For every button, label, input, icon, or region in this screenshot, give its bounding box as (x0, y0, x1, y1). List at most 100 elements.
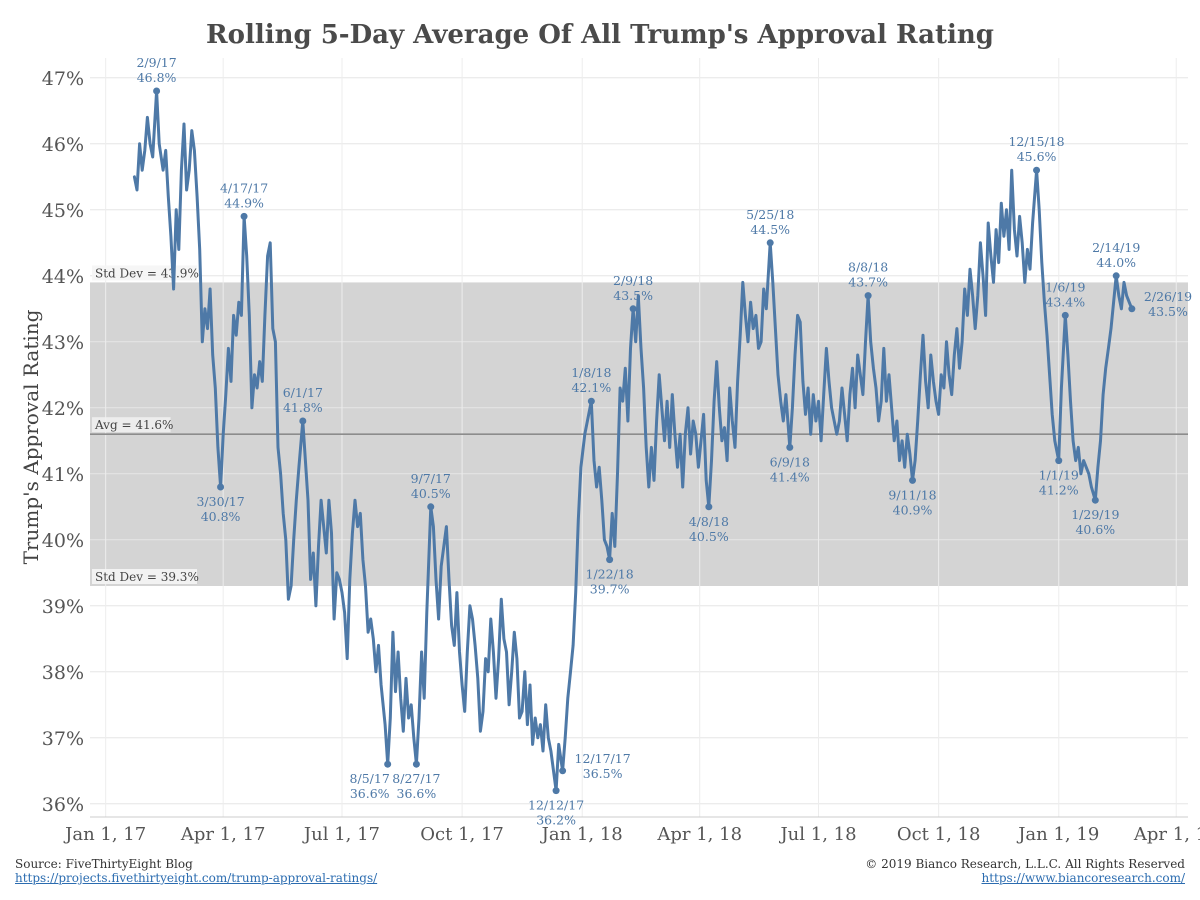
annotation-date: 12/12/17 (528, 798, 584, 813)
annotation-date: 2/26/19 (1144, 289, 1192, 304)
annotation-date: 12/17/17 (575, 751, 631, 766)
annotation-marker (587, 397, 595, 405)
annotation-value: 44.5% (750, 222, 790, 237)
annotation-value: 46.8% (137, 70, 177, 85)
annotation-marker (240, 212, 248, 220)
annotation-value: 36.2% (536, 813, 576, 828)
annotation-date: 1/1/19 (1039, 468, 1079, 483)
y-tick-label: 46% (42, 134, 84, 156)
x-tick-label: Jan 1, 18 (540, 824, 623, 845)
annotation-marker (606, 556, 614, 564)
y-tick-label: 42% (42, 398, 84, 420)
y-tick-label: 41% (42, 464, 84, 486)
annotation-date: 2/14/19 (1092, 240, 1140, 255)
x-tick-label: Oct 1, 18 (897, 824, 981, 845)
annotation-marker (1055, 457, 1063, 465)
annotation-marker (1033, 166, 1041, 174)
annotation-date: 3/30/17 (196, 494, 244, 509)
annotation-value: 40.5% (411, 486, 451, 501)
y-tick-label: 38% (42, 662, 84, 684)
reference-line-label: Avg = 41.6% (94, 418, 173, 432)
chart-title: Rolling 5-Day Average Of All Trump's App… (206, 20, 994, 50)
annotation-date: 8/5/17 (350, 771, 390, 786)
plot-area: 36% 37% 38% 39% 40% 41% 42% 43% 44% 45% 46% 47% Jan … (42, 55, 1200, 845)
x-tick-label: Jul 1, 17 (302, 824, 380, 845)
source-link[interactable]: https://projects.fivethirtyeight.com/tru… (15, 871, 378, 885)
annotation-value: 36.5% (583, 766, 623, 781)
annotation-value: 43.5% (1148, 304, 1188, 319)
annotation-marker (909, 476, 917, 484)
annotation-value: 43.4% (1045, 294, 1085, 309)
x-tick-label: Apr 1, 18 (656, 824, 742, 845)
y-tick-label: 47% (42, 68, 84, 90)
annotation-marker (299, 417, 307, 425)
annotation-value: 43.7% (848, 275, 888, 290)
reference-label-bg (92, 569, 197, 584)
annotation-value: 40.8% (201, 509, 241, 524)
y-tick-label: 40% (42, 530, 84, 552)
y-tick-label: 44% (42, 266, 84, 288)
website-link[interactable]: https://www.biancoresearch.com/ (981, 871, 1185, 885)
annotation-value: 41.8% (283, 400, 323, 415)
annotation-date: 2/9/18 (613, 273, 653, 288)
annotation-marker (552, 787, 560, 795)
annotation-date: 8/8/18 (848, 260, 888, 275)
annotation-date: 1/29/19 (1071, 507, 1119, 522)
annotation-date: 4/8/18 (689, 514, 729, 529)
annotation-date: 9/11/18 (888, 487, 936, 502)
annotation-marker (864, 292, 872, 300)
annotation-date: 5/25/18 (746, 207, 794, 222)
reference-line-label: Std Dev = 39.3% (95, 570, 199, 584)
annotation-date: 9/7/17 (411, 471, 451, 486)
source-label: Source: FiveThirtyEight Blog (15, 857, 193, 871)
approval-line (132, 89, 1134, 793)
copyright-text: © 2019 Bianco Research, L.L.C. All Right… (865, 857, 1185, 871)
annotation-value: 41.4% (770, 469, 810, 484)
annotation-value: 45.6% (1017, 149, 1057, 164)
copyright-block: © 2019 Bianco Research, L.L.C. All Right… (865, 857, 1185, 885)
annotation-marker (1061, 311, 1069, 319)
x-tick-label: Apr 1, 17 (180, 824, 266, 845)
reference-line-label: Std Dev = 43.9% (95, 266, 199, 280)
y-tick-label: 36% (42, 794, 84, 816)
annotation-value: 36.6% (350, 786, 390, 801)
annotation-date: 1/22/18 (586, 567, 634, 582)
annotation-marker (705, 503, 713, 511)
annotation-value: 36.6% (397, 786, 437, 801)
annotation-date: 8/27/17 (392, 771, 440, 786)
y-axis-label: Trump's Approval Rating (19, 309, 43, 564)
annotation-marker (384, 760, 392, 768)
annotation-value: 42.1% (571, 380, 611, 395)
x-tick-label: Oct 1, 17 (420, 824, 504, 845)
annotation-marker (412, 760, 420, 768)
x-tick-label: Jan 1, 19 (1016, 824, 1099, 845)
x-tick-label: Apr 1, 19 (1133, 824, 1200, 845)
annotation-date: 1/8/18 (571, 365, 611, 380)
annotation-marker (1128, 305, 1136, 313)
annotation-value: 41.2% (1039, 483, 1079, 498)
reference-label-bg (92, 265, 197, 281)
annotation-marker (1112, 272, 1120, 280)
annotation-value: 40.5% (689, 529, 729, 544)
y-tick-label: 39% (42, 596, 84, 618)
source-block: Source: FiveThirtyEight Blog https://pro… (15, 857, 377, 885)
x-tick-label: Jan 1, 17 (63, 824, 146, 845)
annotation-value: 44.0% (1096, 255, 1136, 270)
annotation-date: 2/9/17 (136, 55, 176, 70)
annotation-marker (217, 483, 225, 491)
annotation-date: 4/17/17 (220, 180, 268, 195)
annotation-value: 44.9% (224, 195, 264, 210)
annotation-marker (786, 443, 794, 451)
annotation-marker (629, 305, 637, 313)
annotation-marker (559, 767, 567, 775)
annotation-date: 1/6/19 (1045, 279, 1085, 294)
reference-label-bg (92, 417, 171, 433)
annotation-value: 40.6% (1075, 522, 1115, 537)
annotation-date: 6/9/18 (770, 454, 810, 469)
annotation-value: 40.9% (893, 502, 933, 517)
annotation-value: 39.7% (590, 582, 630, 597)
annotation-date: 12/15/18 (1008, 134, 1064, 149)
annotation-marker (427, 503, 435, 511)
annotation-marker (153, 87, 161, 95)
